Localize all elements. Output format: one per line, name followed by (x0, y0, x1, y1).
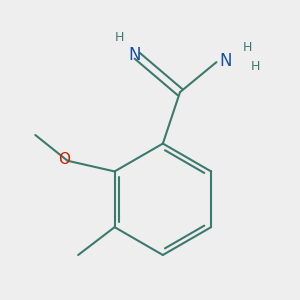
Text: N: N (129, 46, 141, 64)
Text: H: H (243, 40, 252, 54)
Text: H: H (251, 60, 260, 73)
Text: N: N (220, 52, 232, 70)
Text: O: O (58, 152, 70, 167)
Text: H: H (115, 31, 124, 44)
